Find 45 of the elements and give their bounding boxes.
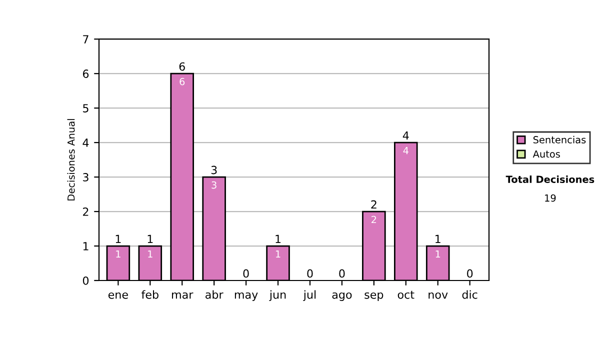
x-tick-label: ene	[108, 292, 128, 299]
legend-label: Autos	[532, 150, 560, 158]
data-label: 2	[372, 216, 376, 224]
total-label: 3	[211, 166, 217, 174]
total-label: 1	[148, 234, 153, 244]
x-tick-label: dic	[462, 290, 478, 299]
data-label: 1	[116, 250, 120, 258]
y-tick-label: 7	[83, 35, 88, 44]
x-tick-label: oct	[398, 290, 414, 299]
data-label: 1	[148, 250, 152, 258]
total-label: 1	[276, 234, 281, 244]
x-tick-label: may	[234, 292, 258, 301]
y-tick-label: 5	[83, 104, 88, 112]
text: Total Decisiones	[506, 175, 594, 184]
y-tick-label: 0	[82, 276, 89, 285]
total-label: 1	[116, 234, 121, 244]
total-label: 6	[179, 62, 185, 71]
data-label: 4	[403, 146, 408, 154]
total-label: 2	[371, 200, 376, 209]
y-tick-label: 2	[83, 208, 88, 216]
y-tick-label: 4	[82, 138, 89, 147]
total-label: 1	[436, 234, 440, 244]
text: 19	[545, 194, 556, 202]
total-label: 0	[307, 269, 313, 278]
data-label: 1	[436, 250, 440, 258]
legend-label: Sentencias	[533, 136, 586, 144]
data-label: 6	[180, 78, 185, 86]
y-axis-title: Decisiones Anual	[67, 119, 75, 200]
total-label: 0	[339, 269, 345, 278]
total-label: 4	[402, 131, 409, 140]
y-tick-label: 6	[82, 70, 89, 78]
x-tick-label: nov	[428, 292, 448, 299]
y-tick-label: 1	[83, 242, 88, 250]
x-tick-label: ago	[332, 292, 352, 301]
y-tick-label: 3	[83, 173, 88, 182]
x-tick-label: jul	[303, 290, 316, 301]
x-tick-label: sep	[364, 292, 384, 301]
total-label: 0	[243, 269, 249, 278]
x-tick-label: abr	[206, 290, 224, 299]
x-tick-label: jun	[269, 290, 286, 301]
x-tick-label: mar	[172, 292, 194, 299]
data-label: 3	[212, 181, 216, 189]
x-tick-label: feb	[142, 290, 158, 299]
data-label: 1	[276, 250, 280, 258]
total-label: 0	[467, 269, 473, 278]
